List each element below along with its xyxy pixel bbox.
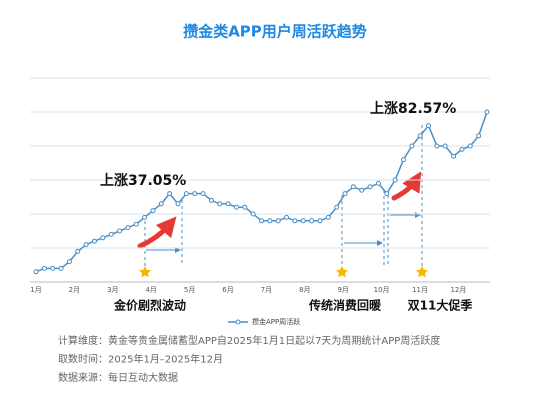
guides: [144, 125, 423, 266]
point: [100, 235, 106, 241]
legend-marker: [235, 319, 241, 325]
x-tick-label: 7月: [261, 286, 272, 294]
x-tick-label: 4月: [145, 286, 156, 294]
note: 数据来源：每日互动大数据: [58, 371, 178, 384]
point: [292, 218, 298, 224]
point: [442, 143, 448, 149]
annotation: 双11大促季: [408, 298, 474, 313]
point: [334, 204, 340, 210]
point: [476, 133, 482, 139]
point: [125, 225, 131, 231]
point: [384, 191, 390, 197]
point: [142, 214, 148, 220]
note: 计算维度：黄金等贵金属储蓄型APP自2025年1月1日起以7天为周期统计APP周…: [58, 334, 440, 347]
point: [41, 265, 47, 271]
point: [309, 218, 315, 224]
stars: [139, 266, 428, 278]
point: [200, 191, 206, 197]
point: [192, 191, 198, 197]
point: [375, 180, 381, 186]
point: [367, 184, 373, 190]
point: [242, 204, 248, 210]
point: [426, 123, 432, 129]
x-tick-label: 6月: [222, 286, 233, 294]
point: [275, 218, 281, 224]
point: [250, 211, 256, 217]
point: [108, 231, 114, 237]
annotation: 金价剧烈波动: [113, 298, 186, 313]
point: [484, 109, 490, 115]
legend-label: 攒金APP周活跃: [252, 317, 300, 326]
point: [350, 184, 356, 190]
point: [175, 201, 181, 207]
x-tick-label: 3月: [107, 286, 118, 294]
point: [467, 143, 473, 149]
x-tick-label: 12月: [450, 286, 466, 294]
x-tick-label: 9月: [337, 286, 348, 294]
point: [66, 259, 72, 265]
annotation: 上涨37.05%: [100, 173, 186, 189]
x-tick-label: 11月: [412, 286, 428, 294]
point: [400, 157, 406, 163]
point: [267, 218, 273, 224]
rise-arrows: [137, 171, 422, 249]
point: [91, 238, 97, 244]
point: [434, 143, 440, 149]
point: [58, 265, 64, 271]
point: [150, 208, 156, 214]
point: [392, 177, 398, 183]
point: [300, 218, 306, 224]
span-arrows: [146, 212, 421, 253]
x-tick-label: 1月: [30, 286, 41, 294]
point: [208, 197, 214, 203]
point: [50, 265, 56, 271]
point: [284, 214, 290, 220]
point: [217, 201, 223, 207]
point: [409, 143, 415, 149]
point: [233, 204, 239, 210]
point: [417, 133, 423, 139]
point: [117, 228, 123, 234]
annotation: 传统消费回暖: [308, 298, 382, 313]
x-tick-label: 5月: [184, 286, 195, 294]
point: [167, 191, 173, 197]
point: [342, 191, 348, 197]
note: 取数时间：2025年1月–2025年12月: [58, 353, 223, 366]
x-tick-label: 10月: [374, 286, 390, 294]
point: [459, 146, 465, 152]
x-tick-label: 8月: [299, 286, 310, 294]
point: [451, 153, 457, 159]
point: [259, 218, 264, 224]
point: [33, 269, 39, 275]
point: [225, 201, 231, 207]
point: [83, 242, 89, 248]
chart-title: 攒金类APP用户周活跃趋势: [183, 23, 367, 41]
annotation: 上涨82.57%: [370, 101, 456, 117]
point: [75, 248, 81, 254]
point: [183, 191, 189, 197]
point: [317, 218, 323, 224]
point: [133, 221, 139, 227]
x-tick-label: 2月: [69, 286, 80, 294]
point: [325, 214, 331, 220]
point: [359, 187, 365, 193]
point: [158, 201, 164, 207]
